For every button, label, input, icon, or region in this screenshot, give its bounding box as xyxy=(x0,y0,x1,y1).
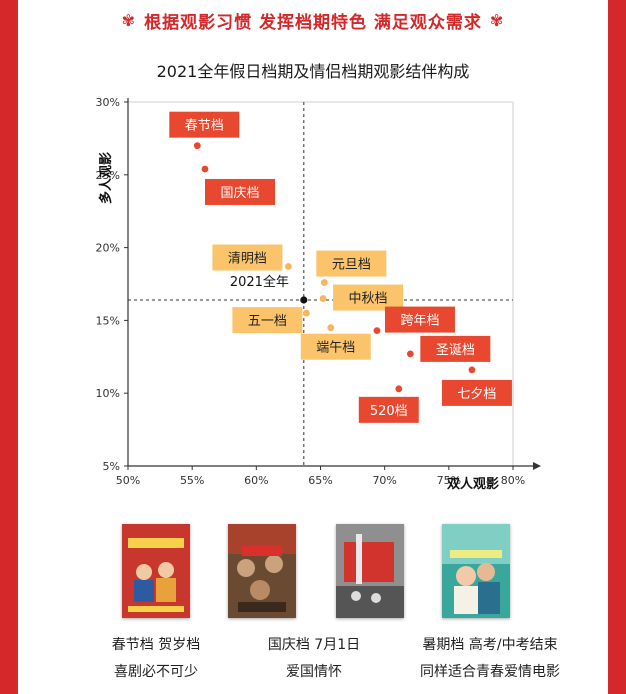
y-tick-label: 25% xyxy=(96,169,120,182)
point-label: 春节档 xyxy=(185,119,224,134)
data-point xyxy=(193,142,201,150)
x-tick-label: 55% xyxy=(180,474,204,487)
caption-line: 暑期档 高考/中考结束 xyxy=(422,637,558,653)
x-axis-title: 双人观影 xyxy=(447,476,499,492)
point-label-box xyxy=(316,250,387,277)
point-label: 五一档 xyxy=(248,314,287,329)
y-tick-label: 20% xyxy=(96,242,120,255)
data-point xyxy=(320,279,328,286)
flower-icon: ✾ xyxy=(489,10,505,30)
point-label-box xyxy=(441,379,512,406)
point-label: 跨年档 xyxy=(400,314,439,329)
my-country-poster xyxy=(228,524,296,618)
hi-mom-poster xyxy=(122,524,190,618)
caption-national-day: 国庆档 7月1日 爱国情怀 xyxy=(214,632,414,686)
point-label: 清明档 xyxy=(228,252,267,267)
x-tick-label: 65% xyxy=(308,474,332,487)
point-label-box xyxy=(300,333,371,360)
caption-line: 同样适合青春爱情电影 xyxy=(420,664,560,680)
caption-summer: 暑期档 高考/中考结束 同样适合青春爱情电影 xyxy=(390,632,590,686)
data-point xyxy=(373,327,381,334)
reference-point xyxy=(300,296,308,304)
caption-line: 春节档 贺岁档 xyxy=(111,637,201,653)
data-point xyxy=(468,366,476,374)
point-label: 中秋档 xyxy=(349,292,388,307)
point-label-box xyxy=(205,178,275,205)
caption-line: 爱国情怀 xyxy=(286,664,342,680)
y-tick-label: 10% xyxy=(96,387,120,400)
y-tick-label: 5% xyxy=(103,460,120,473)
data-point xyxy=(327,324,335,332)
point-label-box xyxy=(212,244,283,271)
caption-line: 国庆档 7月1日 xyxy=(267,637,361,653)
data-point xyxy=(285,263,292,270)
x-tick-label: 75% xyxy=(437,474,461,487)
x-tick-label: 80% xyxy=(501,474,525,487)
point-label: 520档 xyxy=(370,404,408,419)
y-axis-title: 多人观影 xyxy=(98,152,114,204)
caption-spring-festival: 春节档 贺岁档 喜剧必不可少 xyxy=(56,632,256,686)
point-label: 国庆档 xyxy=(220,186,259,201)
point-label: 圣诞档 xyxy=(436,343,475,358)
y-tick-label: 15% xyxy=(96,314,120,327)
data-point xyxy=(395,385,403,393)
point-label-box xyxy=(333,284,404,311)
page-frame: ✾ 根据观影习惯 发挥档期特色 满足观众需求 ✾ 2021全年假日档期及情侣档期… xyxy=(18,0,608,694)
x-tick-label: 60% xyxy=(244,474,268,487)
point-label-box xyxy=(169,111,240,138)
point-label: 端午档 xyxy=(316,341,355,356)
chart-title: 2021全年假日档期及情侣档期观影结伴构成 xyxy=(156,62,470,81)
data-point xyxy=(201,165,209,173)
x-tick-label: 70% xyxy=(372,474,396,487)
x-axis-arrow xyxy=(533,462,541,470)
reference-label: 2021全年 xyxy=(230,274,289,290)
point-label: 元旦档 xyxy=(332,258,371,273)
x-tick-label: 50% xyxy=(116,474,140,487)
data-point xyxy=(319,295,327,302)
banner-text: 根据观影习惯 发挥档期特色 满足观众需求 xyxy=(144,12,482,33)
banner: ✾ 根据观影习惯 发挥档期特色 满足观众需求 ✾ xyxy=(18,0,608,40)
y-tick-label: 30% xyxy=(96,96,120,109)
poster-row: 春节档 贺岁档 喜剧必不可少 国庆档 7月1日 爱国情怀 暑期档 高考/中考结束… xyxy=(18,520,608,694)
summer-poster xyxy=(336,524,404,618)
point-label-box xyxy=(358,396,419,423)
point-label: 七夕档 xyxy=(457,387,496,402)
point-label-box xyxy=(420,335,491,362)
point-label-box xyxy=(384,306,455,333)
data-point xyxy=(302,309,310,317)
point-label-box xyxy=(232,307,303,334)
scatter-chart: 50% 55% 60% 65% 70% 75% 80% 5% 10% 15% 20% 25% 30% 双人… xyxy=(96,96,541,492)
caption-line: 喜剧必不可少 xyxy=(114,664,198,680)
data-point xyxy=(406,350,414,358)
youth-romance-poster xyxy=(442,524,510,618)
flower-icon: ✾ xyxy=(121,10,137,30)
